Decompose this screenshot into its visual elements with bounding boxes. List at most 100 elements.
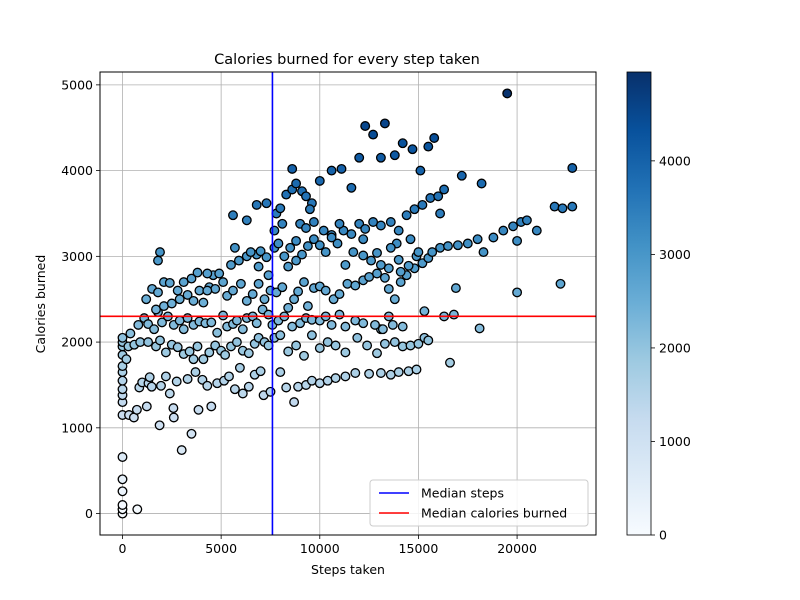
reference-lines: [100, 72, 596, 535]
scatter-point: [301, 191, 311, 202]
scatter-point: [423, 335, 434, 346]
scatter-point: [409, 204, 420, 215]
scatter-point: [372, 247, 382, 258]
scatter-point: [277, 282, 288, 293]
legend-label-median-steps: Median steps: [421, 486, 504, 501]
scatter-point: [218, 277, 229, 288]
scatter-point: [160, 347, 171, 358]
x-tick-label: 10000: [300, 541, 340, 556]
y-axis-label: Calories burned: [33, 255, 48, 354]
scatter-point: [212, 327, 223, 338]
scatter-point: [275, 367, 286, 378]
scatter-point: [131, 404, 142, 415]
scatter-point: [220, 349, 231, 360]
scatter-point: [168, 412, 179, 423]
scatter-point: [144, 372, 155, 383]
scatter-point: [283, 261, 294, 272]
scatter-point: [401, 210, 412, 221]
scatter-point: [389, 150, 400, 161]
scatter-point: [121, 354, 132, 365]
scatter-point: [385, 242, 396, 253]
scatter-point: [178, 324, 189, 335]
scatter-point: [192, 341, 203, 352]
scatter-point: [243, 381, 254, 392]
scatter-point: [293, 286, 304, 297]
scatter-point: [419, 306, 430, 317]
scatter-point: [156, 380, 166, 391]
scatter-point: [385, 217, 396, 227]
scatter-point: [375, 220, 386, 231]
scatter-point: [186, 273, 197, 284]
scatter-point: [383, 283, 394, 294]
scatter-point: [202, 285, 213, 296]
scatter-point: [306, 330, 317, 341]
scatter-point: [299, 277, 309, 288]
scatter-point: [302, 301, 313, 312]
scatter-point: [439, 184, 450, 195]
scatter-point: [133, 319, 144, 330]
scatter-point: [308, 217, 319, 227]
scatter-point: [224, 371, 234, 382]
scatter-point: [415, 165, 426, 176]
scatter-point: [375, 259, 386, 270]
scatter-point: [153, 287, 163, 298]
scatter-point: [370, 319, 380, 330]
scatter-point: [149, 324, 160, 335]
scatter-point: [377, 324, 388, 335]
scatter-point: [512, 287, 523, 298]
scatter-point: [393, 254, 404, 265]
scatter-point: [393, 367, 404, 378]
scatter-point: [117, 500, 128, 510]
scatter-point: [190, 367, 201, 378]
scatter-point: [154, 420, 165, 431]
legend: Median steps Median calories burned: [369, 479, 589, 527]
scatter-point: [417, 199, 428, 210]
scatter-point: [291, 235, 302, 246]
scatter-point: [188, 295, 199, 306]
scatter-point: [273, 238, 284, 249]
scatter-point: [314, 343, 325, 354]
scatter-point: [259, 294, 270, 305]
scatter-point: [251, 318, 262, 329]
scatter-point: [336, 163, 347, 174]
scatter-point: [375, 152, 386, 163]
scatter-point: [265, 386, 276, 397]
scatter-point: [383, 263, 394, 274]
colorbar-tick-label: 4000: [659, 153, 691, 168]
scatter-point: [425, 193, 436, 203]
scatter-point: [255, 246, 266, 257]
scatter-point: [340, 321, 351, 332]
scatter-point: [334, 289, 345, 300]
scatter-point: [117, 375, 128, 386]
y-tick-label: 1000: [61, 420, 93, 435]
grid-lines: [100, 72, 596, 535]
colorbar-gradient: [626, 71, 652, 536]
scatter-point: [346, 229, 357, 240]
scatter-point: [153, 255, 163, 266]
scatter-point: [297, 249, 307, 260]
scatter-point: [289, 294, 300, 305]
scatter-point: [397, 138, 408, 149]
scatter-point: [397, 321, 408, 332]
scatter-point: [320, 285, 331, 296]
scatter-point: [234, 362, 245, 373]
scatter-point: [231, 315, 242, 326]
scatter-point: [320, 247, 331, 258]
scatter-point: [151, 304, 161, 315]
scatter-point: [143, 337, 154, 348]
scatter-point: [512, 235, 523, 246]
scatter-point: [269, 225, 280, 236]
scatter-point: [285, 242, 296, 253]
x-axis-label: Steps taken: [311, 562, 385, 577]
y-axis-ticks: 0 1000 2000 3000 4000 5000: [61, 77, 100, 521]
scatter-point: [395, 277, 406, 288]
scatter-point: [287, 321, 298, 332]
scatter-point: [206, 401, 217, 412]
scatter-point: [340, 259, 351, 270]
scatter-point: [263, 340, 274, 351]
x-tick-label: 15000: [399, 541, 439, 556]
scatter-point: [193, 404, 204, 415]
scatter-point: [253, 278, 264, 289]
colorbar-tick-label: 1000: [659, 434, 691, 449]
scatter-point: [237, 388, 248, 399]
